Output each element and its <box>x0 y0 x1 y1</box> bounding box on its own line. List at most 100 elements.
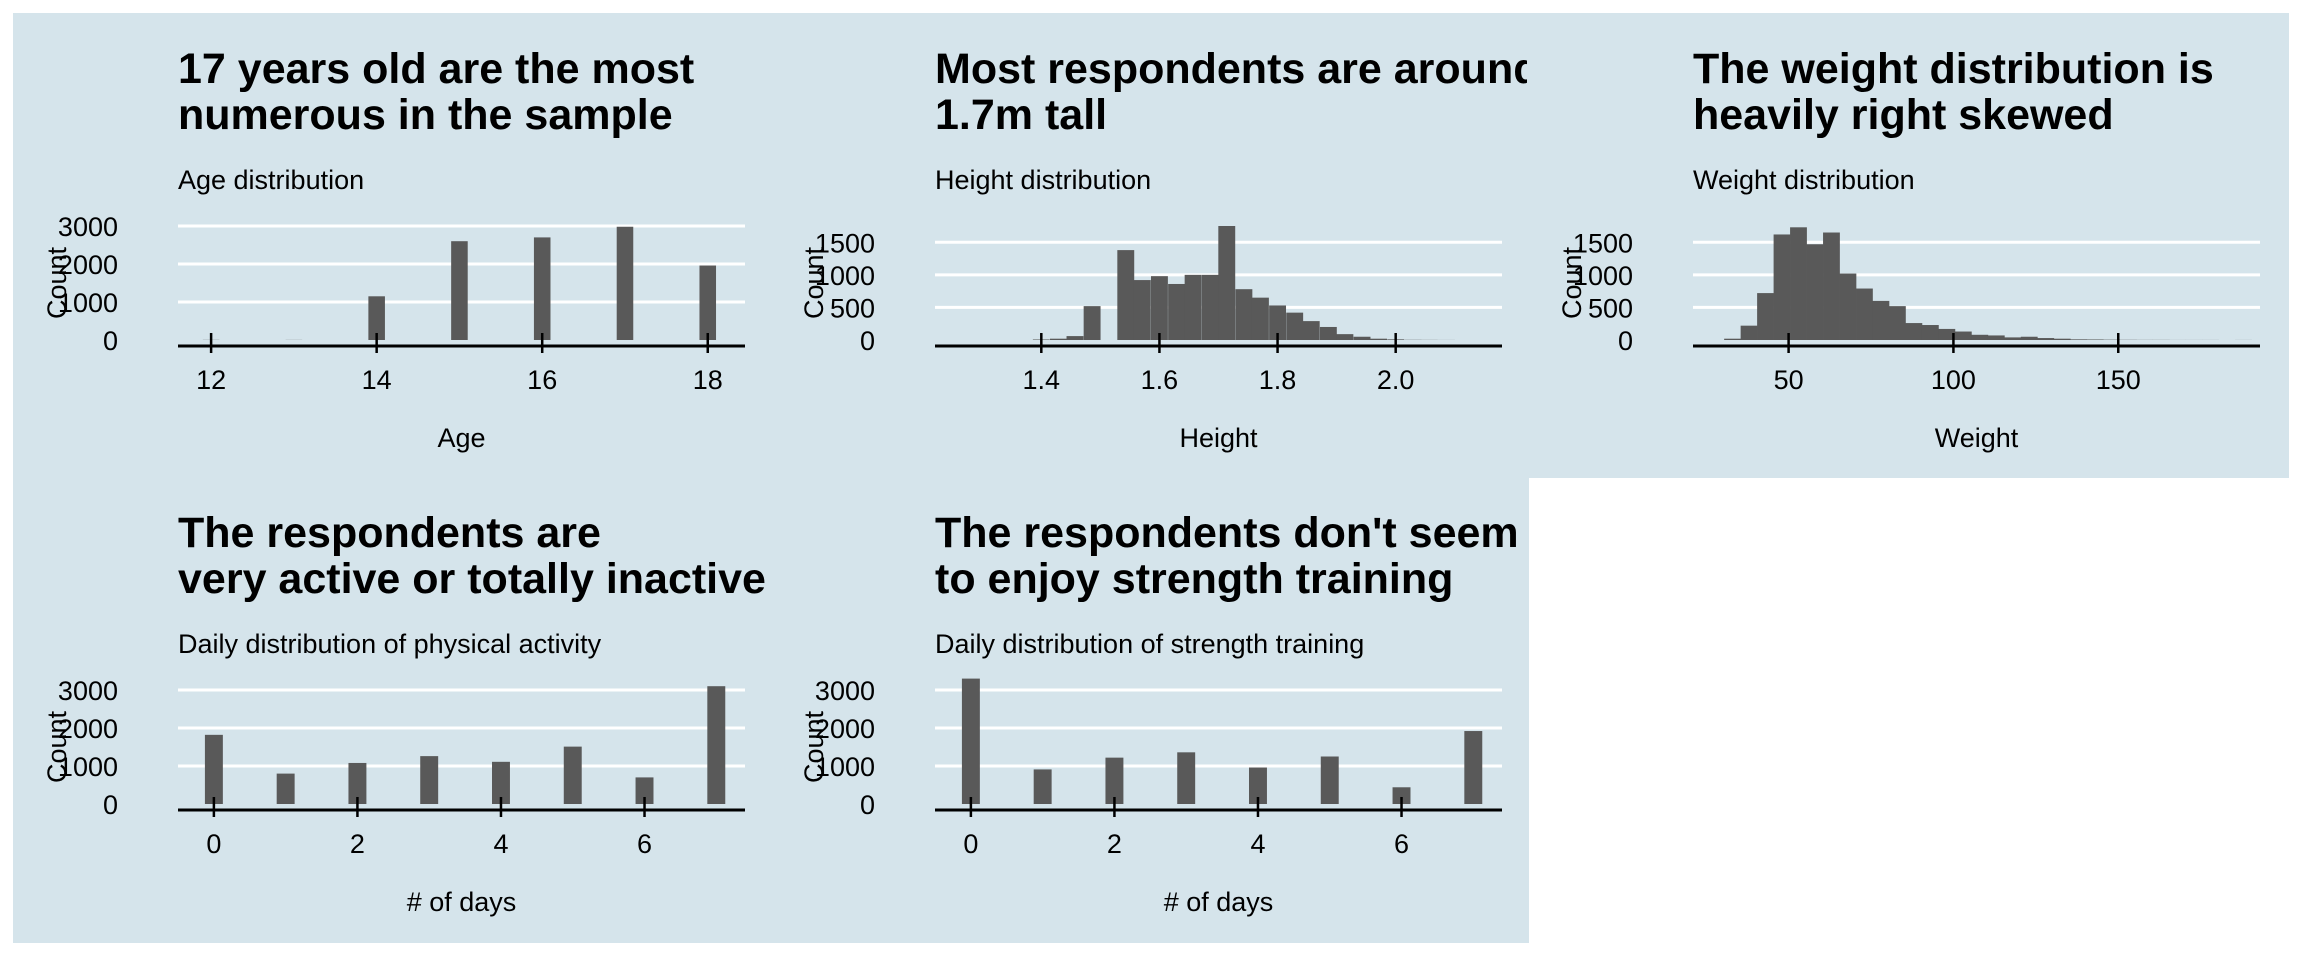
bar <box>1392 787 1411 804</box>
bar <box>699 265 717 340</box>
y-tick-label: 1500 <box>1573 228 1633 258</box>
bar <box>1201 274 1219 340</box>
chart-title-line: heavily right skewed <box>1693 91 2114 139</box>
y-axis-label: Count <box>799 710 829 783</box>
bar <box>1370 338 1388 340</box>
chart-panel-weight: The weight distribution is heavily right… <box>1528 13 2285 479</box>
x-tick-label: 2 <box>1107 829 1122 859</box>
x-tick-label: 6 <box>637 829 652 859</box>
y-tick-label: 3000 <box>58 212 118 242</box>
x-tick-label: 12 <box>196 365 226 395</box>
bar <box>492 761 510 804</box>
x-tick-label: 4 <box>1250 829 1265 859</box>
y-axis-label: Count <box>1557 246 1587 319</box>
chart-title-line: The respondents are <box>178 509 601 557</box>
bar <box>1320 756 1339 804</box>
bar <box>204 734 223 804</box>
chart-svg: The respondents don't seem to enjoy stre… <box>799 509 1519 917</box>
bar <box>348 762 367 804</box>
bar <box>1773 234 1791 340</box>
chart-panel-physical-activity: The respondents are very active or total… <box>13 477 770 943</box>
chart-title-line: The weight distribution is <box>1693 45 2214 93</box>
bar <box>451 241 468 340</box>
x-tick-label: 16 <box>527 365 557 395</box>
bar <box>1740 325 1758 340</box>
x-tick-label: 18 <box>693 365 723 395</box>
y-tick-label: 500 <box>1588 293 1633 323</box>
y-tick-label: 1500 <box>815 228 875 258</box>
chart-panel-age: 17 years old are the most numerous in th… <box>13 13 770 479</box>
y-axis-label: Count <box>799 246 829 319</box>
bar <box>1184 274 1202 340</box>
chart-svg: Most respondents are around 1.7m tall Hei… <box>799 45 1527 453</box>
y-tick-label: 2000 <box>58 714 118 744</box>
chart-title-line: Most respondents are around <box>935 45 1527 93</box>
chart-subtitle: Height distribution <box>935 165 1151 195</box>
bar <box>1049 338 1067 340</box>
x-tick-label: 0 <box>206 829 221 859</box>
bar <box>1218 226 1236 340</box>
x-tick-label: 150 <box>2096 365 2141 395</box>
bar <box>1168 283 1186 340</box>
bar <box>1823 232 1840 340</box>
bar <box>1839 273 1857 340</box>
chart-panel-strength-training: The respondents don't seem to enjoy stre… <box>770 477 1527 943</box>
y-tick-label: 3000 <box>58 676 118 706</box>
chart-svg: The respondents are very active or total… <box>42 509 766 917</box>
y-tick-label: 1000 <box>58 752 118 782</box>
bar <box>1150 276 1168 340</box>
bar <box>2086 339 2104 340</box>
bar <box>1177 752 1196 804</box>
bar <box>1872 300 1890 340</box>
bar <box>1033 769 1052 804</box>
bar <box>1336 334 1354 340</box>
bar <box>1083 306 1101 340</box>
bar <box>1117 250 1135 340</box>
bar <box>1921 325 1939 340</box>
y-tick-label: 0 <box>860 326 875 356</box>
bar <box>1235 289 1253 340</box>
x-axis-label: Age <box>437 423 485 453</box>
chart-title-line: to enjoy strength training <box>935 555 1453 603</box>
bar <box>368 296 385 340</box>
bar <box>2037 338 2055 340</box>
bar <box>2020 336 2038 340</box>
bar <box>1302 321 1320 340</box>
bar <box>1888 306 1906 340</box>
bar <box>1954 331 1972 340</box>
y-tick-label: 0 <box>103 790 118 820</box>
x-tick-label: 1.6 <box>1141 365 1179 395</box>
x-axis-label: Weight <box>1935 423 2019 453</box>
x-tick-label: 1.4 <box>1023 365 1061 395</box>
chart-title-line: very active or totally inactive <box>178 555 766 603</box>
bar <box>1987 335 2005 340</box>
bar <box>1806 244 1824 340</box>
x-axis-label: # of days <box>1164 887 1274 917</box>
chart-svg: The weight distribution is heavily right… <box>1557 45 2260 453</box>
y-axis-label: Count <box>42 246 72 319</box>
bar <box>1319 326 1337 340</box>
chart-subtitle: Daily distribution of strength training <box>935 629 1364 659</box>
y-tick-label: 2000 <box>58 250 118 280</box>
y-tick-label: 0 <box>860 790 875 820</box>
bar <box>707 686 726 804</box>
figure-background-top-right <box>1529 13 2289 478</box>
bar <box>1066 336 1084 340</box>
y-tick-label: 1000 <box>1573 261 1633 291</box>
x-tick-label: 2 <box>350 829 365 859</box>
bar <box>2070 339 2088 340</box>
bar <box>1938 328 1956 340</box>
y-axis-label: Count <box>42 710 72 783</box>
chart-title-line: 17 years old are the most <box>178 45 694 93</box>
bar <box>1286 312 1304 340</box>
y-tick-label: 0 <box>1618 326 1633 356</box>
y-tick-label: 500 <box>830 293 875 323</box>
bar <box>1464 731 1483 804</box>
y-tick-label: 1000 <box>58 288 118 318</box>
chart-subtitle: Daily distribution of physical activity <box>178 629 602 659</box>
bar <box>563 746 582 804</box>
x-tick-label: 0 <box>963 829 978 859</box>
y-tick-label: 0 <box>103 326 118 356</box>
bar <box>2004 337 2022 340</box>
bar <box>1269 305 1287 340</box>
